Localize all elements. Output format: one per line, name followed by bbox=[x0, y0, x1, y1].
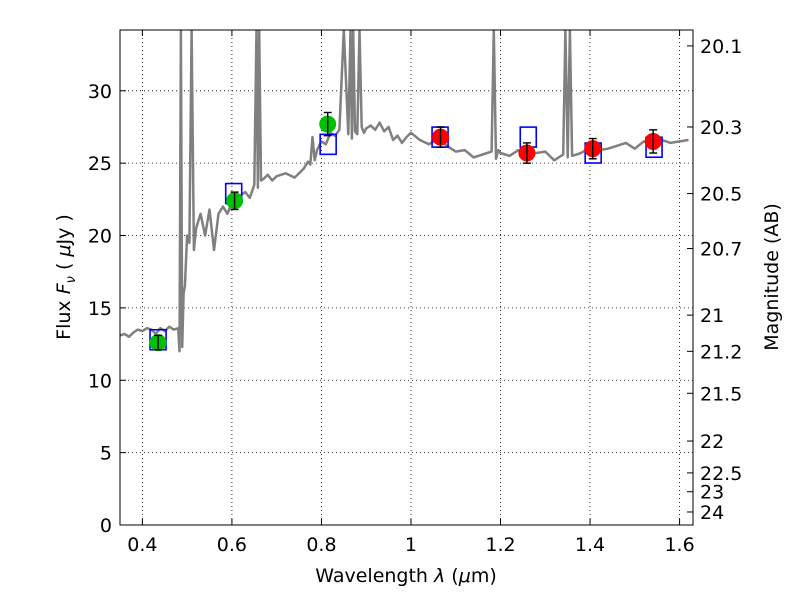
x-axis-label: Wavelength λ (μm) bbox=[315, 565, 496, 587]
x-tick-label: 1.2 bbox=[485, 534, 515, 556]
y2-tick-label: 20.7 bbox=[700, 239, 742, 261]
x-tick-label: 0.4 bbox=[127, 534, 157, 556]
plot-frame bbox=[119, 29, 694, 526]
y2-tick-label: 22 bbox=[700, 431, 724, 453]
y2-tick-label: 20.1 bbox=[700, 36, 742, 58]
y2-tick-label: 20.5 bbox=[700, 184, 742, 206]
y2-tick-label: 24 bbox=[700, 502, 724, 524]
y-tick-label: 30 bbox=[88, 81, 112, 103]
grid-lines bbox=[120, 30, 693, 525]
y2-tick-label: 20.3 bbox=[700, 117, 742, 139]
y2-tick-label: 21.2 bbox=[700, 341, 742, 363]
x-tick-label: 0.8 bbox=[306, 534, 336, 556]
observed-photometry-layer bbox=[149, 111, 662, 352]
axis-ticks: 0.4 0.6 0.8 1 1.2 1.4 1.6 0 5 10 15 20 25 30 20.1 20.3 2… bbox=[88, 30, 742, 556]
y2-tick-label: 21 bbox=[700, 305, 724, 327]
y-tick-label: 20 bbox=[88, 226, 112, 248]
y-tick-label: 25 bbox=[88, 153, 112, 175]
model-sed-line bbox=[120, 30, 689, 353]
y-tick-label: 15 bbox=[88, 298, 112, 320]
y-tick-label: 10 bbox=[88, 370, 112, 392]
y2-tick-label: 21.5 bbox=[700, 383, 742, 405]
y2-tick-label: 22.5 bbox=[700, 463, 742, 485]
y2-tick-label: 23 bbox=[700, 482, 724, 504]
y2-axis-label: Magnitude (AB) bbox=[761, 203, 783, 351]
axis-labels: Wavelength λ (μm) Flux Fν ( μJy ) Magnit… bbox=[53, 203, 783, 587]
y-axis-label: Flux Fν ( μJy ) bbox=[53, 214, 79, 340]
y-tick-label: 5 bbox=[100, 443, 112, 465]
x-tick-label: 1 bbox=[405, 534, 417, 556]
model-sed-layer bbox=[120, 30, 689, 353]
y-tick-label: 0 bbox=[100, 515, 112, 537]
x-tick-label: 1.4 bbox=[575, 534, 605, 556]
x-tick-label: 1.6 bbox=[664, 534, 694, 556]
x-tick-label: 0.6 bbox=[217, 534, 247, 556]
